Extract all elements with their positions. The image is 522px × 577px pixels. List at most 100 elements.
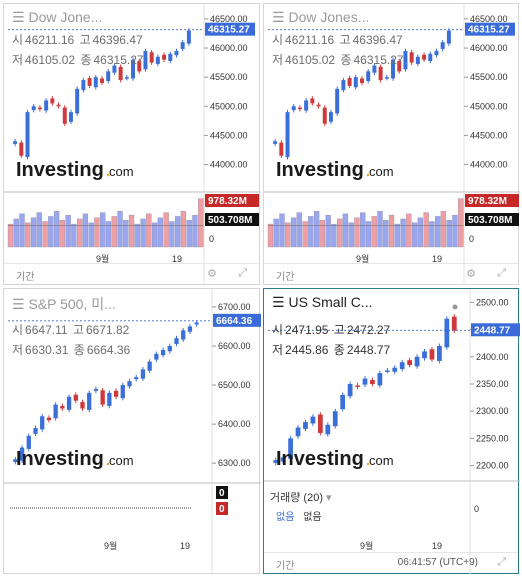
panel-title: ☰ Dow Jones... — [272, 9, 370, 25]
high-label: 고 — [339, 33, 351, 47]
ohlc-row-2: 저 2445.86 종 2448.77 — [272, 341, 392, 358]
volume-bar — [48, 216, 54, 248]
candle-body — [181, 330, 186, 340]
period-label[interactable]: 기간 — [16, 272, 35, 283]
fullscreen-icon[interactable]: ⤢ — [497, 556, 506, 568]
candle-body — [50, 98, 55, 104]
volume-bar — [273, 218, 279, 248]
volume-bar — [267, 223, 274, 248]
settings-dot — [452, 304, 458, 310]
candle-body — [147, 361, 152, 371]
gear-icon[interactable]: ⚙ — [466, 268, 476, 280]
candle-body — [180, 42, 185, 49]
volume-bar — [192, 214, 198, 248]
volume-bar — [117, 211, 123, 248]
x-tick-label: 9월 — [356, 253, 369, 264]
price-tick-label: 46500.00 — [470, 14, 508, 24]
close-label: 종 — [80, 53, 92, 67]
close-value: 6664.36 — [86, 343, 131, 357]
low-label: 저 — [12, 53, 24, 67]
candle-body — [392, 367, 398, 372]
candle-body — [113, 390, 119, 397]
ohlc-row-1: 시 46211.16 고 46396.47 — [12, 31, 145, 48]
volume-bar — [423, 212, 429, 248]
volume-bar — [123, 220, 129, 248]
price-tick-label: 2200.00 — [476, 461, 509, 471]
candle-body — [131, 59, 136, 79]
last-price-tag: 46315.27 — [208, 25, 250, 36]
candle-body — [33, 428, 38, 434]
chart-svg-4: 2500.002450.002400.002350.002300.002250.… — [264, 289, 520, 575]
indicator-name[interactable]: 거래량 (20) ▾ — [270, 492, 332, 504]
candle-body — [372, 65, 377, 73]
panel-footer: 기간 ⚙ ⤢ — [4, 263, 259, 284]
volume-bar — [383, 220, 389, 248]
chart-panel-4[interactable]: 2500.002450.002400.002350.002300.002250.… — [263, 288, 520, 575]
menu-icon[interactable]: ☰ — [12, 296, 29, 312]
candle-body — [19, 447, 25, 461]
high-value: 46396.47 — [92, 33, 143, 47]
ohlc-row-2: 저 6630.31 종 6664.36 — [12, 341, 132, 358]
price-tick-label: 2350.00 — [476, 379, 509, 389]
candle-body — [341, 80, 346, 91]
clock-readout: 06:41:57 (UTC+9) — [397, 557, 478, 568]
candle-body — [53, 404, 58, 419]
volume-bar — [77, 218, 83, 248]
price-tick-label: 2250.00 — [476, 433, 509, 443]
period-label[interactable]: 기간 — [276, 561, 295, 572]
price-tick-label: 44500.00 — [210, 130, 248, 140]
candle-body — [347, 78, 352, 86]
low-label: 저 — [12, 343, 24, 357]
menu-icon[interactable]: ☰ — [12, 9, 29, 25]
menu-icon[interactable]: ☰ — [272, 9, 289, 25]
chart-panel-3[interactable]: 6700.00 6600.00 6500.00 6400.00 6300.00 6664.… — [3, 288, 261, 575]
high-label: 고 — [333, 323, 345, 337]
panel-title: ☰ S&P 500, 미... — [12, 296, 116, 312]
indicator-values: 없음 없음 — [276, 508, 322, 523]
volume-bar — [279, 213, 285, 248]
volume-tag-top-bg — [216, 486, 228, 499]
volume-bar — [302, 221, 308, 248]
candle-body — [273, 141, 278, 144]
candle-body — [194, 322, 199, 325]
logo-dot — [366, 462, 370, 466]
candle-body — [310, 416, 316, 424]
candle-body — [422, 54, 427, 60]
candle-body — [143, 50, 148, 70]
volume-bar — [417, 217, 423, 248]
candle-body — [384, 77, 389, 79]
volume-bar — [175, 216, 181, 248]
candle-body — [280, 457, 286, 462]
candle-body — [25, 112, 30, 158]
candle-body — [93, 388, 99, 391]
chart-panel-1[interactable]: 46500.00 46000.00 45500.00 45000.00 44500.00… — [3, 3, 261, 286]
candle-body — [87, 78, 92, 86]
volume-bar — [429, 221, 435, 248]
chart-svg-2: 46500.00 46000.00 45500.00 45000.00 44500.00… — [264, 4, 520, 286]
logo-suffix: com — [109, 164, 134, 179]
volume-tick-zero: 0 — [209, 234, 214, 244]
volume-bar — [111, 216, 117, 248]
price-tick-label: 45500.00 — [210, 72, 248, 82]
volume-bar — [360, 212, 366, 248]
high-value: 46396.47 — [352, 33, 403, 47]
fullscreen-icon[interactable]: ⤢ — [238, 267, 247, 279]
volume-bar — [30, 217, 37, 248]
candle-body — [100, 78, 104, 83]
volume-bar — [146, 213, 152, 248]
chart-panel-2[interactable]: 46500.00 46000.00 45500.00 45000.00 44500.00… — [263, 3, 520, 286]
volume-bar — [388, 214, 395, 248]
period-label[interactable]: 기간 — [276, 272, 295, 283]
candle-body — [62, 107, 67, 124]
candle-body — [37, 107, 42, 110]
logo-dot — [106, 462, 110, 466]
logo-suffix: com — [109, 453, 134, 468]
volume-tag-top-bg — [465, 194, 519, 207]
volume-tag-top: 978.32M — [208, 196, 247, 207]
high-label: 고 — [72, 323, 84, 337]
last-price-tag-bg — [205, 22, 255, 36]
fullscreen-icon[interactable]: ⤢ — [497, 267, 506, 279]
menu-icon[interactable]: ☰ — [272, 294, 289, 310]
gear-icon[interactable]: ⚙ — [207, 268, 217, 280]
open-value: 6647.11 — [25, 323, 68, 337]
